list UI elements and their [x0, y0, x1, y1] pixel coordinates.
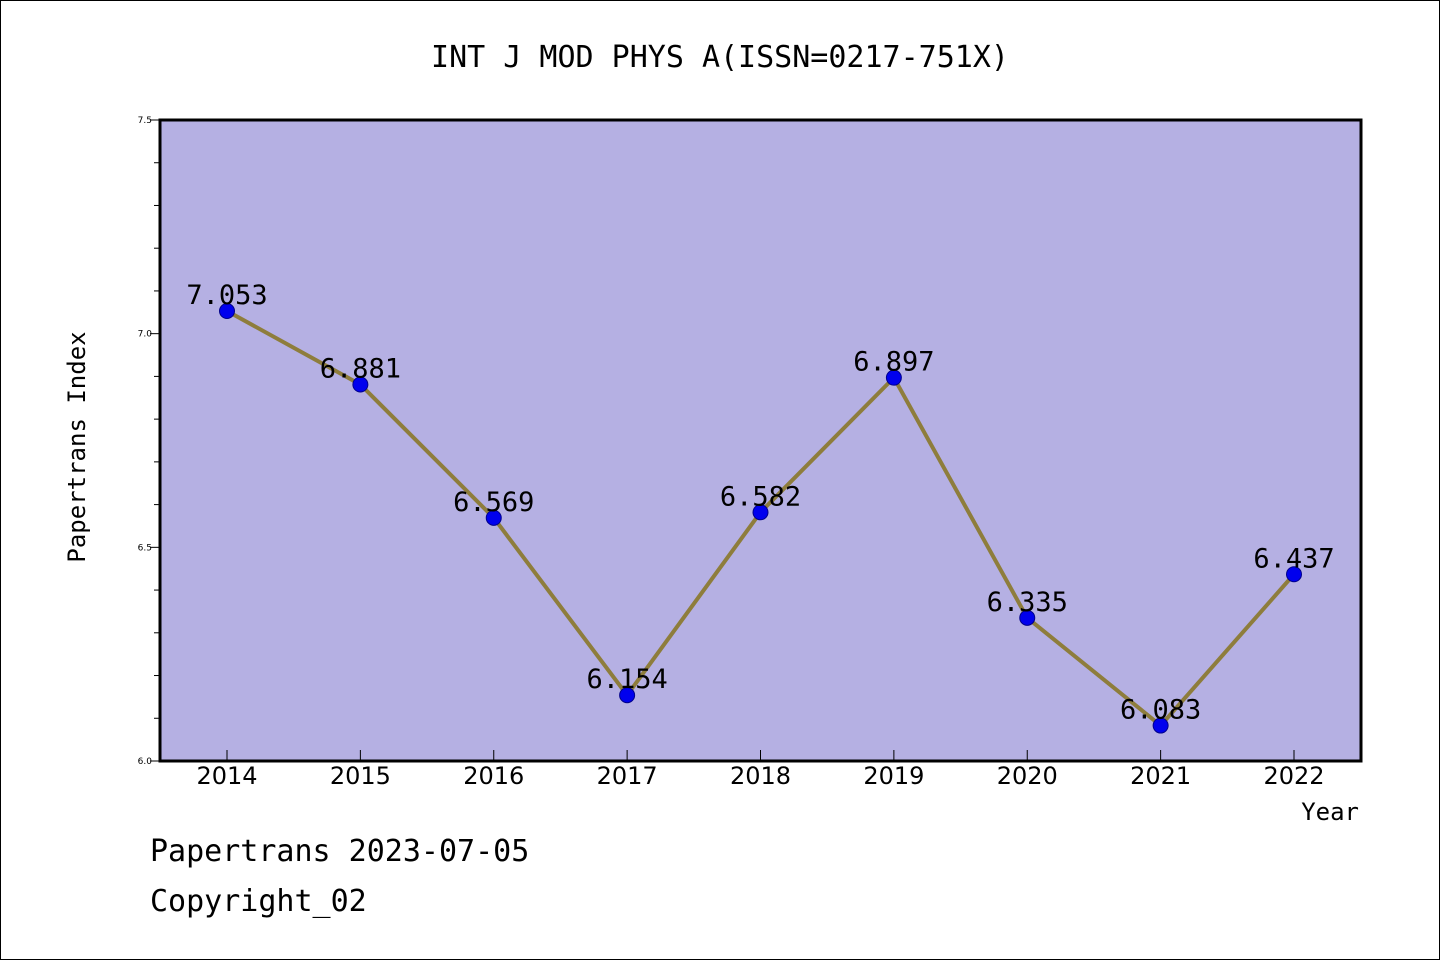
- x-tick-label: 2014: [196, 762, 257, 790]
- x-tick-label: 2021: [1130, 762, 1191, 790]
- data-point: [1286, 566, 1302, 583]
- data-point: [352, 376, 369, 393]
- data-point: [619, 687, 636, 704]
- y-tick-label: 7.5: [138, 116, 152, 126]
- data-point: [885, 369, 902, 386]
- y-tick-label: 6.5: [138, 543, 152, 553]
- data-label: 7.053: [186, 280, 267, 311]
- data-point: [219, 303, 235, 320]
- x-tick-label: 2017: [597, 762, 658, 790]
- data-label: 6.083: [1120, 695, 1201, 726]
- data-point: [1152, 717, 1169, 734]
- y-axis-title: Papertrans Index: [63, 331, 91, 562]
- x-axis-ticks: 2014 2015 2016 2017 2018 2019 2020 2021 2022: [196, 750, 1325, 790]
- x-tick-label: 2018: [730, 762, 791, 790]
- data-label: 6.582: [720, 481, 801, 512]
- x-tick-label: 2022: [1263, 762, 1324, 790]
- data-label: 6.897: [853, 347, 934, 378]
- data-point: [1019, 609, 1036, 626]
- footer-source: Papertrans 2023-07-05: [150, 834, 530, 869]
- y-tick-label: 6.0: [138, 757, 153, 767]
- chart-title: INT J MOD PHYS A(ISSN=0217-751X): [431, 40, 1009, 75]
- y-axis-ticks: 6.0 6.5 7.0 7.5: [138, 116, 160, 767]
- data-point: [752, 504, 769, 521]
- series-line-group: [219, 303, 1302, 734]
- plot-area: [158, 118, 1363, 763]
- x-tick-label: 2016: [463, 762, 524, 790]
- data-label: 6.154: [586, 664, 667, 695]
- y-tick-label: 7.0: [138, 330, 153, 340]
- footer-copyright: Copyright_02: [150, 884, 367, 919]
- data-label: 6.881: [320, 354, 401, 385]
- x-axis-title: Year: [1301, 798, 1359, 826]
- x-tick-label: 2015: [330, 762, 391, 790]
- x-tick-label: 2019: [863, 762, 924, 790]
- data-label: 6.335: [987, 587, 1068, 618]
- data-point: [485, 509, 502, 526]
- data-label: 6.437: [1253, 543, 1334, 574]
- data-label: 6.569: [453, 487, 534, 518]
- x-tick-label: 2020: [997, 762, 1058, 790]
- data-labels: 7.053 6.881 6.569 6.154 6.582 6.897 6.335 6.083…: [186, 280, 1334, 726]
